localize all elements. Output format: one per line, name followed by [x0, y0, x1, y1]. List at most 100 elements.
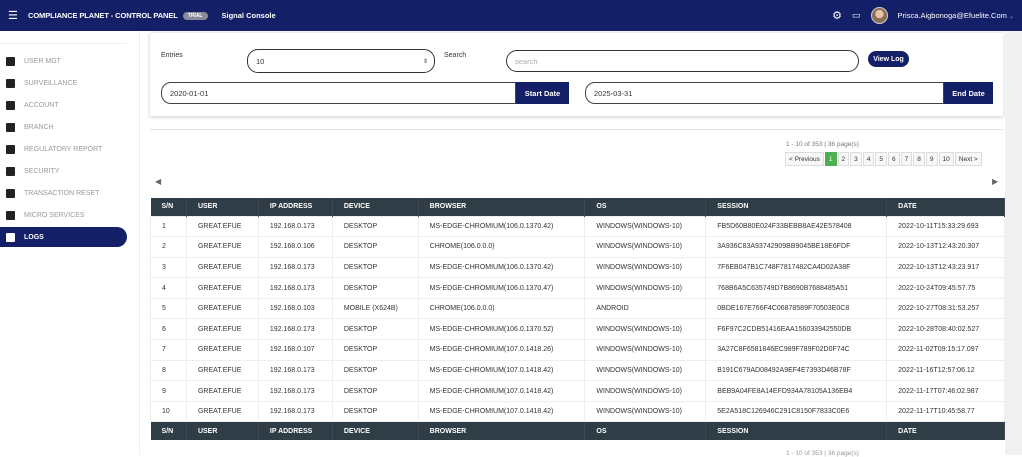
sidebar-item-regulatory-report[interactable]: REGULATORY REPORT: [0, 139, 127, 159]
logs-icon: [6, 232, 15, 242]
table-cell: 2022-10-13T12:43:23.917: [886, 256, 1005, 279]
table-row[interactable]: 6 GREAT.EFUE 192.168.0.173 DESKTOP MS-EDGE-C…: [150, 318, 1005, 341]
start-date-input[interactable]: 2020-01-01: [161, 82, 516, 104]
table-row[interactable]: 7 GREAT.EFUE 192.168.0.107 DESKTOP MS-EDGE-C…: [150, 339, 1005, 361]
sidebar-item-label: USER MGT: [24, 57, 61, 65]
column-header[interactable]: IP ADDRESS: [258, 198, 333, 216]
column-header[interactable]: DATE: [886, 421, 1005, 440]
sidebar: USER MGT SURVEILLANCE ACCOUNT BRANCH REGULAT…: [0, 31, 140, 455]
table-row[interactable]: 8 GREAT.EFUE 192.168.0.173 DESKTOP MS-EDGE-C…: [150, 359, 1005, 382]
sidebar-item-transaction-reset[interactable]: TRANSACTION RESET: [0, 183, 127, 203]
table-row[interactable]: 5 GREAT.EFUE 192.168.0.103 MOBILE (X624B) CH…: [150, 297, 1005, 320]
sidebar-item-security[interactable]: SECURITY: [0, 161, 127, 181]
column-header[interactable]: USER: [186, 198, 259, 216]
column-header[interactable]: S/N: [150, 421, 187, 440]
page-2-button[interactable]: 2: [837, 152, 850, 166]
page-10-button[interactable]: 10: [938, 152, 954, 166]
signal-console-link[interactable]: Signal Console: [221, 11, 276, 20]
column-header[interactable]: BROWSER: [418, 198, 586, 216]
scroll-right-icon[interactable]: ▶: [992, 177, 999, 186]
table-cell: MS-EDGE-CHROMIUM(107.0.1418.42): [417, 359, 586, 382]
column-header[interactable]: IP ADDRESS: [258, 421, 333, 440]
avatar[interactable]: [870, 7, 888, 24]
table-cell: 192.168.0.106: [257, 236, 333, 258]
table-row[interactable]: 2 GREAT.EFUE 192.168.0.106 DESKTOP CHROME(10…: [150, 236, 1005, 258]
table-cell: GREAT.EFUE: [185, 318, 259, 341]
table-cell: B191C679AD08492A9EF4E7393D46B78F: [705, 359, 888, 382]
pagination: < Previous 1 2 3 4 5 6 7 8 9 10 Next >: [785, 152, 982, 166]
previous-page-button[interactable]: < Previous: [785, 152, 824, 166]
end-date-input[interactable]: 2025-03-31: [585, 82, 944, 104]
table-cell: CHROME(106.0.0.0): [417, 236, 586, 258]
table-cell: CHROME(106.0.0.0): [417, 297, 586, 320]
table-cell: 7: [150, 339, 187, 361]
sidebar-item-branch[interactable]: BRANCH: [0, 117, 127, 137]
column-header[interactable]: USER: [186, 421, 259, 440]
user-menu[interactable]: Prisca.Aigbonoga@Efuelite.Com ⌄: [898, 11, 1014, 20]
view-log-button[interactable]: View Log: [868, 51, 909, 67]
page-6-button[interactable]: 6: [888, 152, 900, 166]
column-header[interactable]: BROWSER: [418, 421, 586, 440]
table-cell: WINDOWS(WINDOWS-10): [584, 236, 707, 258]
sidebar-item-logs[interactable]: LOGS: [0, 227, 127, 247]
sidebar-item-label: TRANSACTION RESET: [24, 189, 100, 197]
column-header[interactable]: SESSION: [705, 198, 888, 216]
user-icon: [6, 56, 15, 66]
column-header[interactable]: S/N: [150, 198, 187, 216]
page-4-button[interactable]: 4: [862, 152, 875, 166]
table-footer: S/N USER IP ADDRESS DEVICE BROWSER OS SESSION D…: [150, 421, 1005, 440]
table-cell: 5E2A518C126946C291C8150F7833C0E6: [705, 400, 888, 423]
cast-icon[interactable]: ▭: [852, 10, 861, 20]
app-title: COMPLIANCE PLANET - CONTROL PANEL: [28, 11, 178, 20]
hamburger-menu-icon[interactable]: ☰: [8, 10, 18, 22]
entries-select[interactable]: 10 ⇕: [247, 49, 435, 73]
table-cell: DESKTOP: [331, 277, 419, 299]
vertical-scrollbar[interactable]: [1005, 31, 1022, 455]
table-row[interactable]: 1 GREAT.EFUE 192.168.0.173 DESKTOP MS-EDGE-C…: [150, 215, 1005, 238]
table-cell: DESKTOP: [331, 400, 419, 423]
table-cell: MS-EDGE-CHROMIUM(106.0.1370.42): [417, 256, 586, 279]
next-page-button[interactable]: Next >: [954, 152, 982, 166]
page-5-button[interactable]: 5: [875, 152, 888, 166]
table-cell: 8: [150, 359, 187, 382]
column-header[interactable]: SESSION: [705, 421, 888, 440]
page-9-button[interactable]: 9: [925, 152, 938, 166]
table-cell: 192.168.0.173: [257, 359, 333, 382]
table-cell: 3: [150, 256, 187, 279]
page-1-button[interactable]: 1: [824, 152, 837, 166]
table-cell: MS-EDGE-CHROMIUM(107.0.1418.42): [417, 380, 586, 402]
sidebar-item-user-mgt[interactable]: USER MGT: [0, 51, 127, 71]
table-row[interactable]: 3 GREAT.EFUE 192.168.0.173 DESKTOP MS-EDGE-C…: [150, 256, 1005, 279]
sidebar-item-label: ACCOUNT: [24, 101, 59, 109]
table-cell: MOBILE (X624B): [331, 297, 419, 320]
table-row[interactable]: 10 GREAT.EFUE 192.168.0.173 DESKTOP MS-EDGE-…: [150, 400, 1005, 423]
column-header[interactable]: DATE: [886, 198, 1005, 216]
table-cell: 9: [150, 380, 187, 402]
gear-icon[interactable]: ⚙: [832, 10, 843, 22]
sidebar-item-micro-services[interactable]: MICRO SERVICES: [0, 205, 127, 225]
sidebar-divider: [0, 43, 127, 44]
column-header[interactable]: DEVICE: [332, 198, 419, 216]
table-cell: 2022-10-28T08:40:02.527: [886, 318, 1005, 341]
column-header[interactable]: DEVICE: [332, 421, 419, 440]
start-date-button[interactable]: Start Date: [516, 82, 569, 104]
end-date-button[interactable]: End Date: [944, 82, 993, 104]
page-3-button[interactable]: 3: [850, 152, 862, 166]
page-8-button[interactable]: 8: [913, 152, 925, 166]
table-row[interactable]: 4 GREAT.EFUE 192.168.0.173 DESKTOP MS-EDGE-C…: [150, 277, 1005, 299]
table-cell: GREAT.EFUE: [185, 400, 259, 423]
sidebar-item-account[interactable]: ACCOUNT: [0, 95, 127, 115]
table-cell: 3A27C8F6581846EC989F789F02D0F74C: [705, 339, 888, 361]
table-cell: 4: [150, 277, 187, 299]
table-cell: 192.168.0.173: [257, 277, 333, 299]
sidebar-item-surveillance[interactable]: SURVEILLANCE: [0, 73, 127, 93]
page-7-button[interactable]: 7: [900, 152, 913, 166]
column-header[interactable]: OS: [584, 421, 707, 440]
column-header[interactable]: OS: [584, 198, 707, 216]
search-input[interactable]: search: [506, 50, 859, 72]
sidebar-item-label: REGULATORY REPORT: [24, 145, 103, 153]
file-icon: [6, 144, 15, 154]
table-row[interactable]: 9 GREAT.EFUE 192.168.0.173 DESKTOP MS-EDGE-C…: [150, 380, 1005, 402]
scroll-left-icon[interactable]: ◀: [155, 177, 162, 186]
table-cell: WINDOWS(WINDOWS-10): [584, 318, 707, 341]
